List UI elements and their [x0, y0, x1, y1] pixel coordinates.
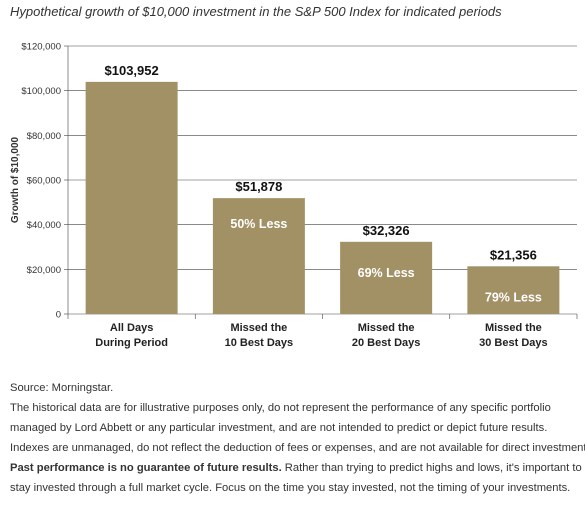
disclaimer-text: Rather than trying to predict highs and … [281, 462, 582, 474]
bars [85, 81, 560, 314]
bar-value-label: $103,952 [105, 63, 159, 78]
disclaimer-line: managed by Lord Abbett or any particular… [10, 422, 548, 434]
disclaimer-line: stay invested through a full market cycl… [10, 482, 571, 494]
bar [340, 241, 433, 314]
disclaimer-line: The historical data are for illustrative… [10, 402, 551, 414]
y-tick-label: $40,000 [27, 220, 61, 231]
x-category-label: During Period [95, 337, 168, 349]
x-category-label: All Days [110, 322, 153, 334]
chart-title: Hypothetical growth of $10,000 investmen… [10, 4, 502, 19]
y-axis-label: Growth of $10,000 [10, 136, 21, 223]
bar-value-label: $21,356 [490, 247, 537, 262]
x-category-label: 20 Best Days [352, 337, 421, 349]
bar-inner-label: 79% Less [485, 290, 542, 304]
bar [85, 81, 178, 314]
y-tick-label: 0 [56, 310, 61, 321]
bar [212, 198, 305, 314]
y-tick-label: $60,000 [27, 176, 61, 187]
x-category-label: Missed the [485, 322, 542, 334]
performance-warning: Past performance is no guarantee of futu… [10, 462, 282, 474]
y-tick-label: $120,000 [21, 42, 61, 53]
x-category-label: 30 Best Days [479, 337, 548, 349]
x-axis-categories: All Days During Period Missed the 10 Best D… [95, 322, 547, 349]
x-category-label: Missed the [230, 322, 287, 334]
bar [467, 266, 560, 314]
y-tick-label: $20,000 [27, 265, 61, 276]
x-category-label: Missed the [358, 322, 415, 334]
disclaimer-line: Past performance is no guarantee of futu… [10, 458, 582, 478]
y-axis-ticks: 0 $20,000 $40,000 $60,000 $80,000 $100,000 $12… [21, 42, 61, 321]
bar-value-label: $51,878 [235, 179, 282, 194]
bar-value-label: $32,326 [363, 223, 410, 238]
y-tick-label: $80,000 [27, 131, 61, 142]
disclaimer-line: Indexes are unmanaged, do not reflect th… [10, 442, 585, 454]
footnotes: Source: Morningstar. The historical data… [10, 378, 585, 498]
x-category-label: 10 Best Days [225, 337, 294, 349]
y-tick-label: $100,000 [21, 86, 61, 97]
bar-inner-label: 69% Less [358, 266, 415, 280]
bar-inner-label: 50% Less [230, 217, 287, 231]
bar-labels: $103,952 $51,878 50% Less $32,326 69% Less $2… [105, 63, 542, 304]
source-note: Source: Morningstar. [10, 382, 114, 394]
bar-chart: 0 $20,000 $40,000 $60,000 $80,000 $100,000 $12… [10, 42, 578, 349]
